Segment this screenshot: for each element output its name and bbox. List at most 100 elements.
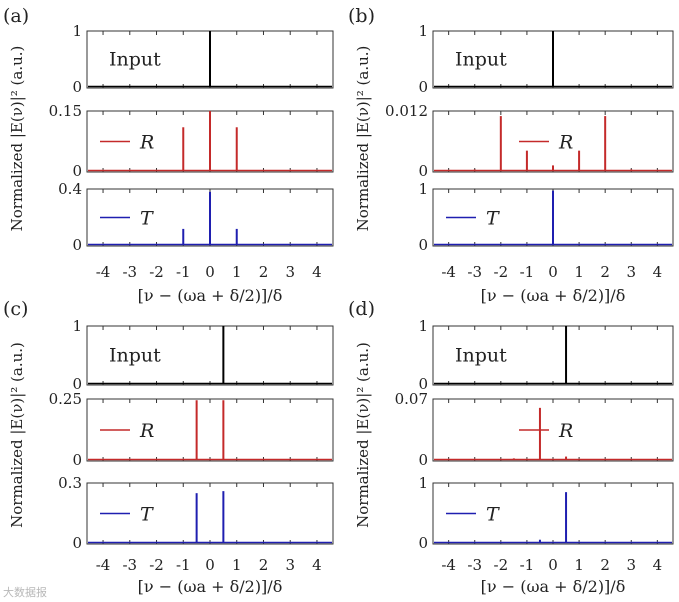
watermark: 大数据报 — [3, 586, 47, 599]
legend-label: T — [486, 504, 500, 526]
panel-letter: (a) — [3, 5, 29, 27]
x-tick-label: 0 — [548, 263, 558, 281]
legend-label: Input — [109, 345, 161, 367]
y-tick-label: 0.15 — [49, 102, 82, 120]
subplot-t: 0.3 0 T — [58, 474, 334, 552]
y-tick-label: 0 — [418, 451, 428, 469]
y-tick-label: 0 — [72, 375, 82, 393]
y-tick-label: 0 — [418, 534, 428, 552]
subplot-r: 0.15 0 R — [49, 102, 334, 180]
y-tick-label: 0 — [418, 162, 428, 180]
y-tick-label: 0 — [72, 451, 82, 469]
x-tick-label: -1 — [176, 263, 191, 281]
x-tick-label: -4 — [441, 263, 456, 281]
panel-c: (c)Normalized |E(ν)|² (a.u.)10Input0.250… — [3, 298, 334, 596]
y-tick-label: 1 — [418, 474, 428, 492]
x-tick-label: -2 — [149, 556, 164, 574]
x-tick-label: 4 — [312, 263, 322, 281]
x-tick-label: -1 — [176, 556, 191, 574]
x-tick-label: -1 — [520, 556, 535, 574]
x-tick-label: 0 — [205, 556, 215, 574]
legend-label: Input — [109, 49, 161, 71]
y-tick-label: 0 — [418, 375, 428, 393]
panel-letter: (b) — [348, 5, 375, 27]
x-tick-label: 3 — [626, 556, 636, 574]
y-tick-label: 0 — [72, 162, 82, 180]
y-tick-label: 1 — [418, 22, 428, 40]
y-tick-label: 1 — [418, 317, 428, 335]
y-tick-label: 0 — [418, 236, 428, 254]
x-tick-label: 3 — [285, 263, 295, 281]
y-axis-label: Normalized |E(ν)|² (a.u.) — [8, 342, 26, 528]
x-tick-label: 0 — [205, 263, 215, 281]
y-tick-label: 0 — [72, 78, 82, 96]
legend-label: R — [139, 132, 154, 154]
legend-label: Input — [455, 49, 507, 71]
subplot-t: 1 0 T — [418, 474, 674, 552]
x-tick-label: 0 — [548, 556, 558, 574]
x-tick-label: -2 — [494, 556, 509, 574]
legend-label: T — [486, 208, 500, 230]
x-tick-label: 1 — [574, 556, 584, 574]
y-tick-label: 0.3 — [58, 474, 82, 492]
x-tick-label: -1 — [520, 263, 535, 281]
y-tick-label: 1 — [72, 317, 82, 335]
x-tick-label: 2 — [259, 263, 269, 281]
x-tick-label: 3 — [285, 556, 295, 574]
y-axis-label: Normalized |E(ν)|² (a.u.) — [354, 46, 372, 232]
subplot-t: 1 0 T — [418, 180, 674, 254]
panel-d: (d)Normalized |E(ν)|² (a.u.)10Input0.070… — [348, 298, 674, 596]
legend-label: Input — [455, 345, 507, 367]
x-tick-label: 3 — [626, 263, 636, 281]
x-tick-label: 1 — [574, 263, 584, 281]
legend-label: R — [139, 420, 154, 442]
x-axis-label: [ν − (ωa + δ/2)]/δ — [481, 286, 626, 305]
subplot-r: 0.07 0 R — [395, 390, 674, 469]
x-tick-label: 2 — [259, 556, 269, 574]
legend-label: R — [558, 420, 573, 442]
y-tick-label: 1 — [72, 22, 82, 40]
y-tick-label: 0 — [418, 78, 428, 96]
subplot-input: 1 0 Input — [72, 317, 334, 393]
x-tick-label: 1 — [232, 263, 242, 281]
y-axis-label: Normalized |E(ν)|² (a.u.) — [354, 342, 372, 528]
y-tick-label: 0 — [72, 534, 82, 552]
subplot-input: 1 0 Input — [72, 22, 334, 96]
panel-a: (a)Normalized |E(ν)|² (a.u.)10Input0.150… — [3, 5, 334, 305]
x-tick-label: -3 — [122, 263, 137, 281]
subplot-r: 0.25 0 R — [49, 390, 334, 469]
y-tick-label: 0.25 — [49, 390, 82, 408]
subplot-frame — [432, 110, 674, 173]
x-tick-label: 2 — [600, 556, 610, 574]
x-axis-label: [ν − (ωa + δ/2)]/δ — [481, 577, 626, 596]
panel-letter: (d) — [348, 298, 375, 320]
subplot-input: 1 0 Input — [418, 22, 674, 96]
x-tick-label: -3 — [467, 556, 482, 574]
x-tick-label: -2 — [149, 263, 164, 281]
y-tick-label: 1 — [418, 180, 428, 198]
y-tick-label: 0 — [72, 236, 82, 254]
x-tick-label: 4 — [653, 263, 663, 281]
legend-label: R — [558, 132, 573, 154]
x-tick-label: -4 — [96, 263, 111, 281]
subplot-r: 0.012 0 R — [385, 102, 674, 180]
subplot-frame — [432, 398, 674, 462]
x-tick-label: -3 — [467, 263, 482, 281]
x-tick-label: 1 — [232, 556, 242, 574]
x-axis-label: [ν − (ωa + δ/2)]/δ — [138, 286, 283, 305]
y-axis-label: Normalized |E(ν)|² (a.u.) — [8, 46, 26, 232]
y-tick-label: 0.07 — [395, 390, 428, 408]
panel-b: (b)Normalized |E(ν)|² (a.u.)10Input0.012… — [348, 5, 674, 305]
x-tick-label: -2 — [494, 263, 509, 281]
subplot-input: 1 0 Input — [418, 317, 674, 393]
subplot-t: 0.4 0 T — [58, 180, 334, 254]
legend-label: T — [140, 208, 154, 230]
x-tick-label: 4 — [312, 556, 322, 574]
x-tick-label: 2 — [600, 263, 610, 281]
panel-letter: (c) — [3, 298, 28, 320]
x-tick-label: 4 — [653, 556, 663, 574]
y-tick-label: 0.012 — [385, 102, 428, 120]
legend-label: T — [140, 504, 154, 526]
x-tick-label: -4 — [441, 556, 456, 574]
